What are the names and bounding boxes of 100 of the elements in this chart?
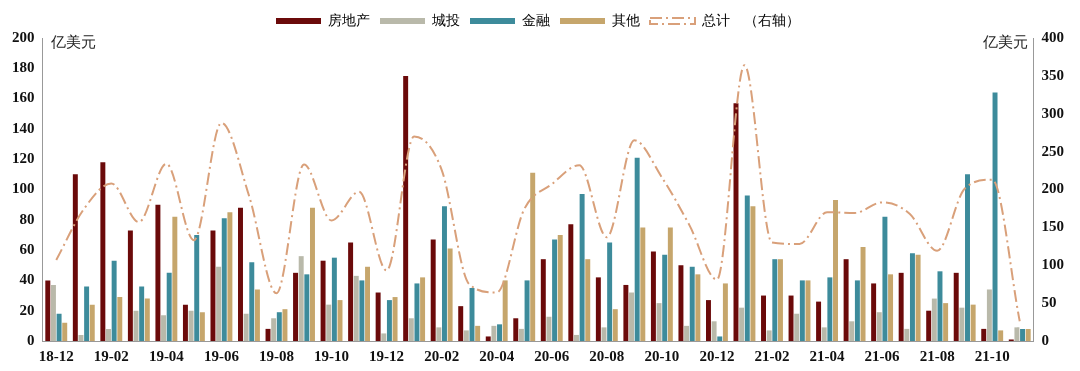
bar: [182, 304, 188, 341]
legend-label: 房地产: [328, 11, 370, 28]
bar: [420, 277, 426, 341]
y-tick-label: 0: [27, 331, 35, 348]
bar: [656, 303, 662, 341]
bar: [84, 286, 90, 341]
bar: [392, 297, 398, 341]
bar: [871, 283, 877, 341]
y2-tick-label: 100: [1041, 256, 1064, 273]
legend-label: 金融: [522, 11, 550, 28]
bar: [271, 318, 277, 341]
bar: [249, 262, 255, 341]
bar: [353, 275, 359, 341]
bar: [430, 239, 436, 341]
bar: [375, 292, 381, 341]
bar: [579, 194, 585, 341]
bar: [827, 277, 833, 341]
x-tick-label: 21-06: [864, 347, 901, 364]
x-tick-label: 19-12: [369, 347, 405, 364]
y2-tick-label: 250: [1041, 142, 1064, 159]
x-tick-label: 19-08: [258, 347, 294, 364]
bar: [139, 286, 145, 341]
bar: [463, 330, 469, 341]
bar: [524, 280, 530, 341]
bar: [943, 303, 949, 341]
bar: [607, 242, 613, 341]
bar: [860, 247, 866, 341]
bar: [331, 257, 337, 341]
bar: [326, 304, 332, 341]
bar: [238, 207, 243, 341]
bar: [552, 239, 558, 341]
bar: [117, 297, 123, 341]
bar: [573, 334, 579, 341]
bar: [888, 274, 894, 341]
bar: [766, 330, 772, 341]
bar: [348, 242, 354, 341]
bar: [227, 212, 233, 341]
bar: [491, 325, 497, 341]
y-tick-label: 100: [12, 180, 35, 197]
bar: [761, 295, 766, 341]
bar: [78, 334, 84, 341]
bar: [320, 260, 326, 341]
bar: [62, 322, 68, 341]
x-tick-label: 19-10: [314, 347, 350, 364]
y2-tick-label: 200: [1041, 180, 1064, 197]
bar: [640, 227, 646, 341]
bar: [854, 280, 860, 341]
bar: [585, 259, 591, 341]
bar: [816, 301, 822, 341]
bar: [436, 327, 442, 341]
bar: [485, 336, 491, 341]
x-tick-label: 18-12: [38, 347, 74, 364]
bar: [953, 272, 959, 341]
y-tick-label: 60: [19, 240, 35, 257]
bar: [931, 298, 937, 341]
bar: [265, 328, 271, 341]
bar: [530, 172, 536, 341]
bar: [144, 298, 150, 341]
y-axis-title: 亿美元: [49, 33, 96, 52]
bar: [441, 206, 447, 341]
bar: [414, 283, 420, 341]
bar: [216, 266, 222, 341]
bar: [1025, 328, 1031, 341]
bar: [546, 316, 552, 341]
bar: [243, 313, 249, 341]
bar: [100, 162, 106, 341]
bar: [304, 274, 310, 341]
bar: [821, 327, 827, 341]
bar: [1014, 327, 1020, 341]
bar: [634, 157, 640, 341]
bar: [926, 310, 932, 341]
bar: [705, 300, 711, 341]
y2-tick-label: 400: [1041, 28, 1064, 45]
bar: [155, 204, 161, 341]
bar: [772, 259, 778, 341]
bar: [475, 325, 481, 341]
bar: [50, 284, 56, 341]
bar: [111, 260, 117, 341]
x-tick-label: 21-10: [974, 347, 1010, 364]
bar: [282, 309, 288, 341]
bar: [981, 328, 987, 341]
bar: [166, 272, 172, 341]
bar: [106, 328, 111, 341]
bar: [744, 195, 750, 341]
bar: [89, 304, 95, 341]
bar: [959, 307, 965, 341]
bar: [998, 330, 1004, 341]
x-tick-label: 21-04: [809, 347, 846, 364]
bar: [458, 306, 464, 341]
y-tick-label: 140: [12, 119, 35, 136]
bar: [799, 280, 805, 341]
bar: [794, 313, 800, 341]
bar: [777, 259, 783, 341]
bar: [904, 328, 910, 341]
legend-label: 其他: [612, 11, 640, 28]
bar: [194, 234, 200, 341]
bar: [161, 315, 167, 341]
bar: [662, 254, 668, 341]
y2-tick-label: 0: [1041, 331, 1049, 348]
bar: [833, 200, 838, 341]
